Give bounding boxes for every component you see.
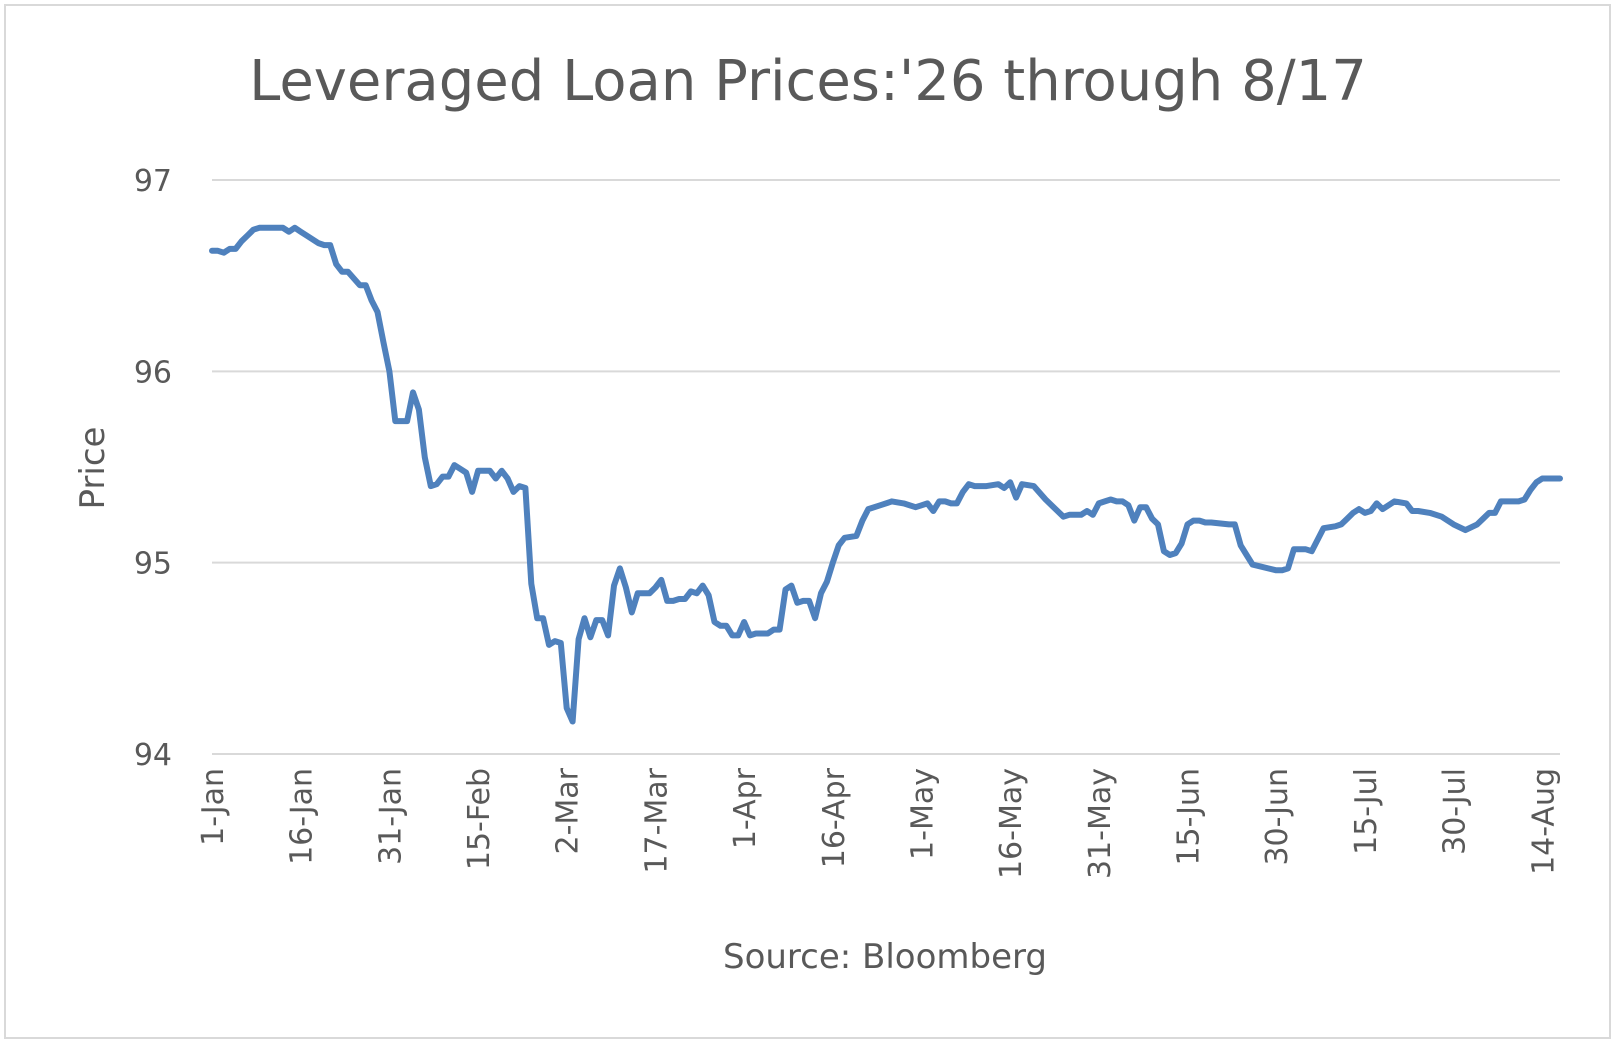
x-tick-label: 15-Feb <box>462 768 497 870</box>
series-layer <box>209 224 1563 725</box>
x-tick-label: 17-Mar <box>639 767 674 873</box>
x-tick-label: 16-Apr <box>817 767 852 868</box>
x-tick-label: 15-Jul <box>1349 768 1384 855</box>
x-tick-label: 14-Aug <box>1526 768 1561 875</box>
y-tick-label: 94 <box>134 738 172 773</box>
x-axis-title: Source: Bloomberg <box>723 937 1047 977</box>
x-tick-label: 30-Jun <box>1260 768 1295 866</box>
x-axis-ticks: 1-Jan 16-Jan 31-Jan 15-Feb 2-Mar 17-Mar 1-Apr 1… <box>196 767 1561 879</box>
x-tick-label: 30-Jul <box>1438 768 1473 855</box>
y-tick-label: 97 <box>134 164 172 199</box>
x-tick-label: 16-Jan <box>285 768 320 865</box>
y-axis-title: Price <box>73 427 113 510</box>
x-tick-label: 16-May <box>994 768 1029 879</box>
x-tick-label: 1-Jan <box>196 768 231 846</box>
x-tick-label: 31-Jan <box>373 768 408 865</box>
x-tick-label: 1-Apr <box>728 767 763 849</box>
series-line-0 <box>209 224 1563 725</box>
y-tick-label: 95 <box>134 547 172 582</box>
chart-title: Leveraged Loan Prices:'26 through 8/17 <box>249 49 1367 114</box>
x-tick-label: 2-Mar <box>551 767 586 854</box>
y-axis-ticks: 94 95 96 97 <box>134 164 172 773</box>
x-tick-label: 31-May <box>1083 768 1118 879</box>
x-tick-label: 15-Jun <box>1172 768 1207 866</box>
x-tick-label: 1-May <box>905 768 940 860</box>
y-tick-label: 96 <box>134 355 172 390</box>
gridlines <box>212 179 1560 755</box>
